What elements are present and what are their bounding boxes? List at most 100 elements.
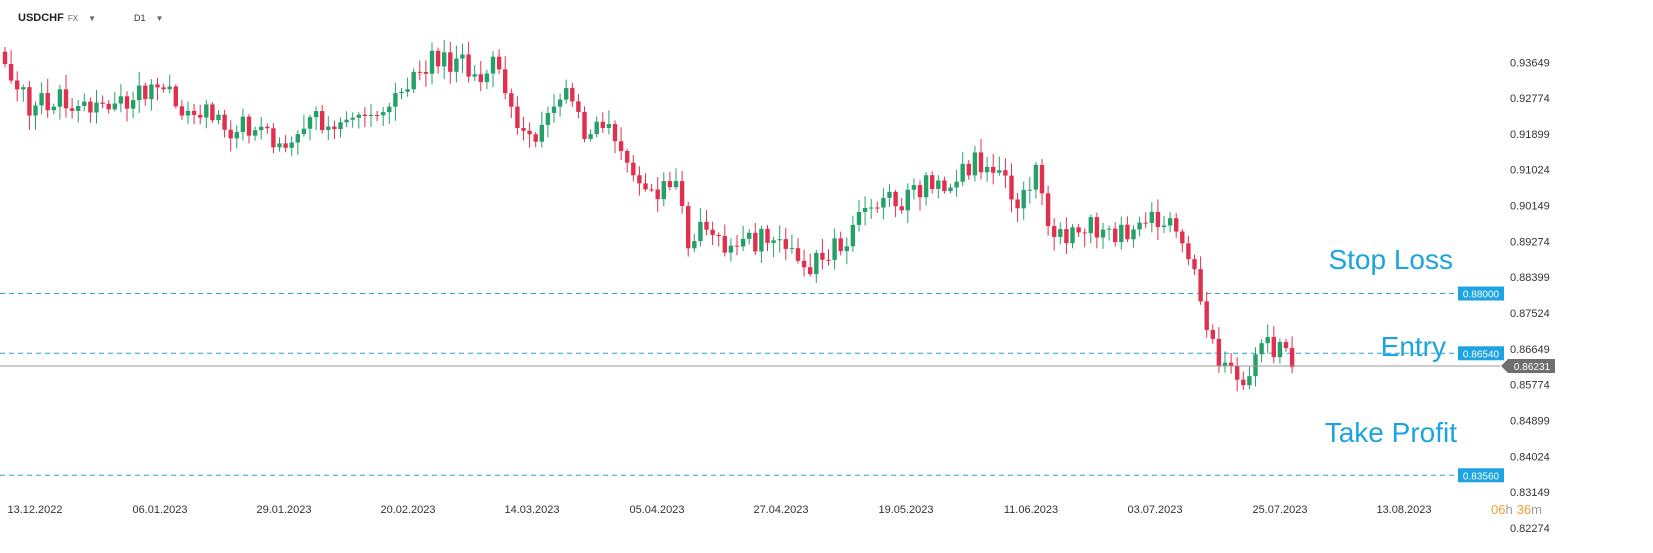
candle — [704, 210, 709, 236]
x-tick-label: 03.07.2023 — [1127, 504, 1182, 516]
candle-body — [88, 101, 93, 113]
candle — [63, 75, 69, 118]
chevron-down-icon[interactable]: ▼ — [155, 13, 164, 23]
level-price-label: 0.83560 — [1463, 471, 1500, 482]
candle-body — [1052, 226, 1057, 237]
candle — [795, 238, 801, 264]
candle — [710, 221, 715, 246]
candle-body — [1204, 301, 1209, 330]
candle-body — [191, 110, 197, 115]
candle — [588, 129, 593, 142]
candle-body — [362, 114, 368, 117]
candle — [1021, 181, 1026, 220]
candle-body — [216, 114, 221, 121]
x-tick-label: 20.02.2023 — [380, 504, 435, 516]
candle-body — [917, 185, 923, 198]
candle-body — [185, 110, 191, 116]
candle — [1058, 222, 1063, 245]
timeframe-selector[interactable]: D1 — [134, 13, 146, 23]
candle — [759, 225, 764, 263]
candle-body — [1088, 217, 1093, 234]
candle — [338, 117, 343, 138]
candle — [1247, 366, 1252, 390]
candle — [1241, 371, 1246, 390]
candle — [936, 175, 941, 199]
candle-body — [374, 115, 380, 117]
candle-body — [1216, 338, 1222, 366]
candle-body — [1125, 224, 1130, 240]
y-tick-label: 0.83149 — [1510, 487, 1550, 499]
y-axis: 0.93649 0.92774 0.91899 0.91024 0.90149 0.892… — [1510, 57, 1550, 535]
candle-body — [252, 130, 258, 136]
candle — [289, 136, 294, 157]
candle-body — [45, 93, 50, 111]
candle — [283, 135, 288, 153]
candle-body — [277, 143, 282, 148]
candle-body — [692, 241, 697, 249]
candle-body — [1015, 199, 1020, 209]
candle-body — [442, 52, 447, 67]
candle-body — [783, 239, 788, 249]
candle — [679, 171, 685, 214]
candle — [1204, 291, 1209, 338]
candle-body — [1174, 218, 1179, 232]
candle — [564, 79, 569, 104]
candle-body — [393, 93, 398, 107]
candle — [393, 82, 398, 121]
countdown-hours: 06 — [1491, 502, 1505, 517]
candle-body — [972, 152, 978, 176]
candle-body — [1253, 354, 1258, 377]
candle — [1149, 202, 1154, 233]
candle-body — [130, 100, 136, 109]
candle — [33, 101, 38, 130]
candle — [1235, 357, 1240, 392]
candle — [1222, 351, 1228, 373]
candle — [1271, 326, 1276, 364]
candle-body — [246, 116, 252, 136]
candle — [484, 69, 490, 90]
candle-body — [1021, 189, 1026, 209]
candle-body — [637, 175, 642, 184]
candle-body — [942, 180, 947, 192]
candle-body — [570, 88, 575, 102]
current-price-label: 0.86231 — [1514, 362, 1551, 373]
candle — [1009, 163, 1014, 213]
candle-body — [893, 191, 898, 207]
chevron-down-icon[interactable]: ▼ — [88, 13, 96, 23]
candle-body — [100, 102, 105, 104]
candle — [326, 116, 331, 141]
candle-body — [1161, 225, 1167, 228]
candle-body — [1100, 229, 1106, 238]
candle — [167, 74, 172, 94]
symbol-selector[interactable]: USDCHF — [18, 12, 64, 24]
candle-body — [850, 224, 856, 247]
candle-body — [771, 240, 776, 243]
y-tick-label: 0.93649 — [1510, 57, 1550, 69]
candle — [1076, 223, 1081, 237]
candle-body — [484, 73, 490, 83]
candle — [271, 123, 276, 154]
candle — [198, 104, 203, 125]
candle-body — [1033, 164, 1039, 190]
candle-body — [740, 238, 746, 247]
candle — [515, 96, 520, 135]
candle — [149, 79, 154, 111]
candle-body — [429, 50, 435, 74]
current-price-line: 0.86231 — [0, 358, 1555, 373]
candle — [716, 232, 721, 247]
candle-body — [167, 86, 172, 90]
level-name-label: Entry — [1381, 331, 1446, 362]
candle-body — [149, 84, 154, 100]
candle-body — [496, 56, 502, 70]
candle — [1070, 224, 1075, 249]
candle-body — [240, 116, 246, 133]
candle-body — [686, 206, 691, 249]
candle — [161, 83, 166, 93]
candle-body — [978, 152, 984, 173]
candle — [1100, 222, 1106, 249]
candle — [881, 188, 886, 220]
candle — [789, 234, 795, 254]
candle-body — [1222, 362, 1228, 366]
candle-body — [655, 189, 660, 200]
